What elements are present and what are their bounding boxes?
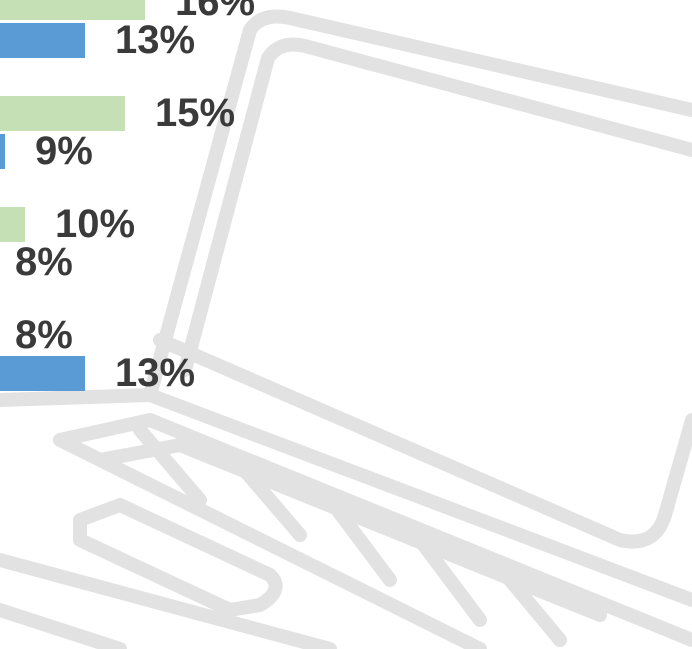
- value-label: 16%: [175, 0, 255, 24]
- value-label: 13%: [115, 351, 195, 395]
- plot: 16%13%15%9%10%8%8%13%: [0, 0, 255, 395]
- bar: [0, 207, 25, 242]
- value-label: 8%: [15, 240, 73, 284]
- value-label: 9%: [35, 129, 93, 173]
- bar: [0, 0, 145, 20]
- bar: [0, 23, 85, 58]
- bar: [0, 134, 5, 169]
- bar: [0, 96, 125, 131]
- value-label: 13%: [115, 18, 195, 62]
- value-label: 8%: [15, 313, 73, 357]
- laptop-sketch: [0, 9, 692, 649]
- value-label: 15%: [155, 91, 235, 135]
- value-label: 10%: [55, 202, 135, 246]
- bar: [0, 356, 85, 391]
